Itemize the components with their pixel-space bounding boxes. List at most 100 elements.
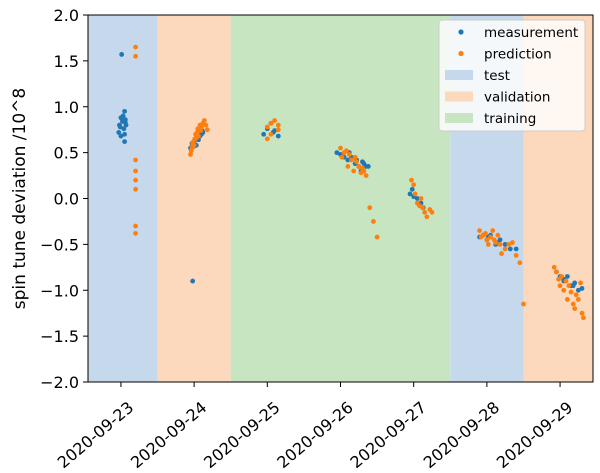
prediction-point bbox=[275, 122, 281, 128]
legend-swatch-test bbox=[445, 70, 473, 80]
prediction-point bbox=[133, 157, 138, 163]
legend-marker-prediction bbox=[458, 50, 464, 57]
measurement-point bbox=[275, 133, 281, 139]
y-axis-label: spin tune deviation /10^8 bbox=[10, 88, 30, 309]
prediction-point bbox=[203, 122, 209, 128]
prediction-point bbox=[409, 177, 414, 183]
region-test bbox=[88, 15, 158, 382]
prediction-point bbox=[196, 133, 201, 139]
prediction-point bbox=[133, 168, 138, 174]
prediction-point bbox=[412, 191, 418, 197]
prediction-point bbox=[559, 274, 564, 279]
prediction-point bbox=[573, 292, 579, 298]
legend-label: training bbox=[484, 111, 536, 127]
prediction-point bbox=[371, 219, 376, 224]
prediction-point bbox=[561, 287, 567, 293]
x-tick-label: 2020-09-27 bbox=[347, 398, 430, 472]
prediction-point bbox=[351, 168, 357, 174]
prediction-point bbox=[349, 157, 354, 163]
legend-label: test bbox=[484, 68, 510, 84]
y-tick-label: −0.5 bbox=[40, 235, 79, 254]
prediction-point bbox=[268, 120, 274, 126]
prediction-point bbox=[575, 297, 581, 302]
y-tick-label: 0.0 bbox=[54, 190, 79, 209]
series-prediction bbox=[133, 44, 586, 321]
measurement-point bbox=[122, 117, 128, 122]
measurement-point bbox=[117, 124, 123, 130]
prediction-point bbox=[272, 118, 278, 123]
prediction-point bbox=[133, 53, 138, 59]
y-tick-label: 0.5 bbox=[54, 144, 79, 163]
measurement-point bbox=[407, 191, 413, 197]
measurement-point bbox=[118, 133, 124, 139]
prediction-point bbox=[570, 301, 576, 307]
measurement-point bbox=[122, 108, 127, 114]
prediction-point bbox=[191, 142, 197, 148]
y-tick-label: 2.0 bbox=[54, 6, 79, 25]
prediction-point bbox=[485, 241, 491, 247]
prediction-point bbox=[499, 251, 504, 256]
prediction-point bbox=[363, 173, 369, 178]
legend-swatch-training bbox=[445, 113, 473, 123]
x-tick-label: 2020-09-25 bbox=[200, 398, 283, 472]
prediction-point bbox=[264, 136, 270, 142]
measurement-point bbox=[365, 163, 371, 169]
measurement-point bbox=[116, 130, 122, 135]
measurement-point bbox=[122, 131, 127, 137]
measurement-point bbox=[575, 287, 581, 293]
legend-box bbox=[438, 19, 586, 132]
measurement-point bbox=[190, 278, 196, 284]
prediction-point bbox=[133, 186, 138, 192]
prediction-point bbox=[521, 301, 526, 307]
prediction-point bbox=[568, 289, 574, 295]
legend-marker-measurement bbox=[458, 29, 464, 35]
y-tick-label: 1.0 bbox=[54, 98, 79, 117]
prediction-point bbox=[557, 283, 563, 289]
legend-label: measurement bbox=[484, 25, 578, 41]
measurement-point bbox=[564, 274, 570, 279]
prediction-point bbox=[418, 196, 424, 201]
measurement-point bbox=[334, 150, 340, 156]
prediction-point bbox=[356, 163, 362, 169]
measurement-point bbox=[409, 186, 415, 192]
y-tick-label: −2.0 bbox=[40, 373, 79, 392]
prediction-point bbox=[133, 44, 138, 50]
prediction-point bbox=[264, 124, 270, 130]
measurement-point bbox=[502, 241, 508, 247]
prediction-point bbox=[420, 205, 425, 211]
measurement-point bbox=[570, 283, 576, 289]
legend: measurement prediction test validation train… bbox=[438, 19, 586, 132]
x-tick-label: 2020-09-23 bbox=[54, 398, 137, 472]
prediction-point bbox=[579, 310, 585, 316]
measurement-point bbox=[345, 157, 351, 163]
prediction-point bbox=[339, 154, 345, 160]
prediction-point bbox=[563, 278, 569, 284]
prediction-point bbox=[495, 232, 501, 238]
measurement-point bbox=[123, 122, 129, 128]
measurement-point bbox=[414, 196, 420, 201]
prediction-point bbox=[484, 237, 490, 243]
prediction-point bbox=[502, 246, 508, 252]
prediction-point bbox=[510, 240, 515, 245]
prediction-point bbox=[338, 145, 343, 151]
prediction-point bbox=[275, 127, 281, 133]
measurement-point bbox=[272, 128, 278, 134]
prediction-point bbox=[204, 127, 210, 133]
prediction-point bbox=[564, 297, 570, 302]
prediction-point bbox=[566, 283, 572, 289]
measurement-point bbox=[121, 126, 127, 132]
prediction-point bbox=[201, 118, 207, 123]
prediction-point bbox=[493, 240, 499, 245]
prediction-point bbox=[483, 230, 488, 236]
measurement-point bbox=[261, 131, 267, 137]
prediction-point bbox=[345, 163, 351, 169]
prediction-point bbox=[581, 315, 586, 321]
prediction-point bbox=[374, 234, 380, 240]
measurement-point bbox=[361, 161, 367, 167]
prediction-point bbox=[133, 177, 138, 183]
prediction-point bbox=[488, 234, 493, 240]
measurement-point bbox=[120, 113, 126, 119]
prediction-point bbox=[354, 159, 360, 165]
legend-swatch-validation bbox=[445, 91, 473, 102]
region-validation bbox=[157, 15, 231, 382]
